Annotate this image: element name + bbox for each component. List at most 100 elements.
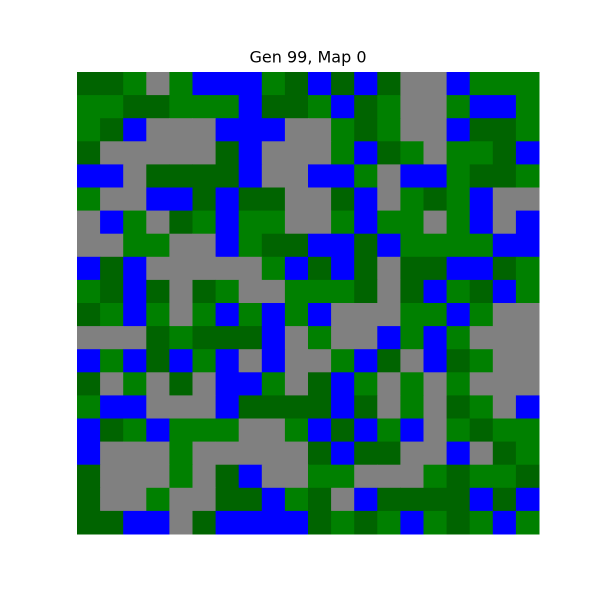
- tile: [400, 510, 424, 535]
- tile: [100, 256, 124, 281]
- tile: [446, 118, 471, 142]
- tile: [446, 395, 471, 419]
- tile: [492, 187, 517, 212]
- tile: [284, 210, 309, 235]
- tile: [354, 187, 378, 212]
- tile: [238, 118, 263, 142]
- tile: [238, 141, 263, 165]
- tile: [169, 441, 193, 466]
- tile: [192, 233, 217, 258]
- tile: [331, 95, 355, 119]
- tile: [77, 256, 101, 281]
- tile: [192, 510, 217, 535]
- tile: [77, 164, 101, 188]
- tile: [492, 210, 517, 235]
- tile: [261, 418, 286, 443]
- tile: [261, 441, 286, 466]
- tile: [238, 487, 263, 512]
- tile: [469, 187, 494, 212]
- tile: [192, 72, 217, 96]
- tile: [377, 164, 401, 188]
- tile: [215, 210, 240, 235]
- tile: [100, 303, 124, 327]
- tile: [469, 141, 494, 165]
- tile: [123, 279, 147, 304]
- tile: [423, 487, 448, 512]
- tile: [354, 95, 378, 119]
- tile: [284, 233, 309, 258]
- tile: [146, 487, 170, 512]
- tile: [238, 164, 263, 188]
- tile: [515, 487, 540, 512]
- tile: [400, 349, 424, 373]
- tile: [377, 326, 401, 350]
- tile: [492, 326, 517, 350]
- tile: [192, 487, 217, 512]
- tile: [146, 349, 170, 373]
- tile: [469, 372, 494, 396]
- tile: [308, 395, 332, 419]
- tile: [215, 233, 240, 258]
- tile: [469, 303, 494, 327]
- tile: [308, 95, 332, 119]
- tile: [123, 441, 147, 466]
- tile: [261, 303, 286, 327]
- tile: [77, 72, 101, 96]
- tile: [446, 210, 471, 235]
- tile: [469, 233, 494, 258]
- tile: [192, 441, 217, 466]
- tile: [238, 303, 263, 327]
- tile: [400, 210, 424, 235]
- tile: [331, 164, 355, 188]
- tile: [123, 233, 147, 258]
- tile: [169, 487, 193, 512]
- tile: [400, 141, 424, 165]
- tile: [238, 72, 263, 96]
- tile: [377, 233, 401, 258]
- tile: [100, 279, 124, 304]
- tile: [169, 464, 193, 489]
- tile: [169, 95, 193, 119]
- tile: [261, 349, 286, 373]
- tile: [215, 164, 240, 188]
- tile: [284, 349, 309, 373]
- tile: [308, 510, 332, 535]
- tile: [308, 141, 332, 165]
- tile: [215, 349, 240, 373]
- tile: [515, 164, 540, 188]
- tile: [377, 464, 401, 489]
- tile: [423, 164, 448, 188]
- tile: [192, 349, 217, 373]
- tile: [261, 372, 286, 396]
- tile: [308, 372, 332, 396]
- tile: [146, 164, 170, 188]
- tile: [400, 118, 424, 142]
- tile: [308, 72, 332, 96]
- tile: [100, 441, 124, 466]
- tile: [77, 187, 101, 212]
- tile: [492, 72, 517, 96]
- tile: [515, 349, 540, 373]
- tile: [446, 349, 471, 373]
- tile: [261, 95, 286, 119]
- tile: [400, 441, 424, 466]
- tile: [515, 256, 540, 281]
- tile: [423, 303, 448, 327]
- tile: [146, 210, 170, 235]
- tile: [100, 187, 124, 212]
- tile: [308, 118, 332, 142]
- tile: [515, 187, 540, 212]
- tile: [492, 510, 517, 535]
- tile: [123, 349, 147, 373]
- tile: [77, 510, 101, 535]
- tile: [515, 441, 540, 466]
- tile: [146, 441, 170, 466]
- tile: [377, 118, 401, 142]
- tile: [77, 233, 101, 258]
- tile: [515, 395, 540, 419]
- tile: [261, 118, 286, 142]
- tile: [284, 256, 309, 281]
- tile: [515, 303, 540, 327]
- tile: [192, 256, 217, 281]
- tile: [215, 487, 240, 512]
